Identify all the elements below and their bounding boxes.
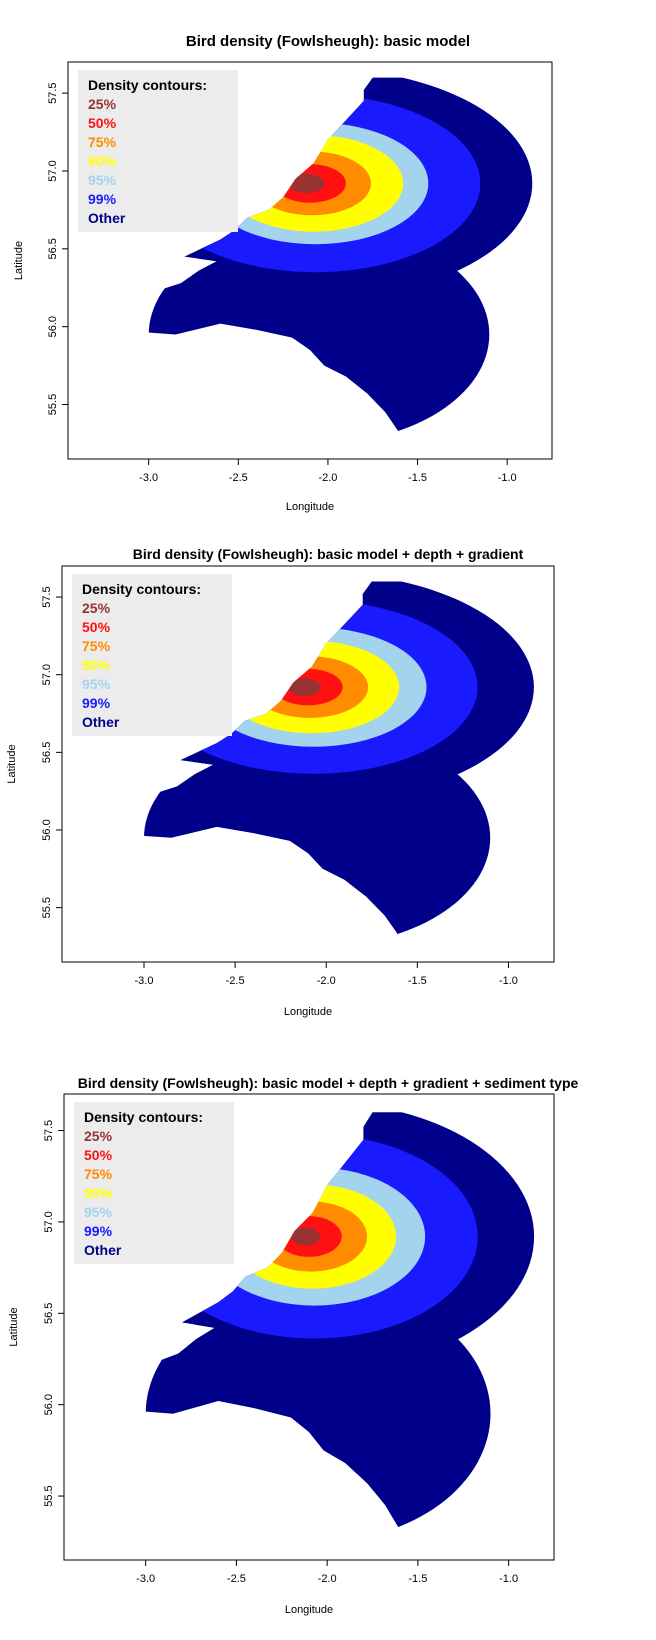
legend-entry: 75%: [82, 638, 111, 654]
legend-entry: 50%: [82, 619, 111, 635]
legend-entry: 95%: [88, 172, 117, 188]
x-axis: -3.0 -2.5 -2.0 -1.5 -1.0: [136, 1560, 518, 1585]
legend-entry: 50%: [84, 1147, 113, 1163]
y-axis: 55.5 56.0 56.5 57.0 57.5: [43, 1120, 64, 1507]
density-map-panel: Bird density (Fowlsheugh): basic model -…: [0, 0, 656, 520]
x-tick-label: -2.5: [229, 472, 248, 484]
y-tick-label: 55.5: [47, 394, 59, 415]
legend-entry: 90%: [84, 1185, 113, 1201]
chart-title: Bird density (Fowlsheugh): basic model +…: [78, 1075, 579, 1091]
chart-title: Bird density (Fowlsheugh): basic model +…: [133, 546, 524, 562]
x-tick-label: -1.5: [408, 1573, 427, 1585]
legend: Density contours: 25% 50% 75% 90% 95% 99% Other: [78, 70, 238, 232]
legend-title: Density contours:: [88, 77, 207, 93]
x-tick-label: -2.0: [318, 472, 337, 484]
contour-25: [288, 173, 325, 194]
x-tick-label: -3.0: [136, 1573, 155, 1585]
legend-background: [78, 70, 238, 232]
plot-frame: [61, 565, 555, 963]
y-tick-label: 57.5: [43, 1120, 55, 1141]
legend-entry: 90%: [88, 153, 117, 169]
y-tick-label: 56.5: [43, 1303, 55, 1324]
legend-entry: Other: [88, 210, 126, 226]
y-tick-label: 57.0: [47, 160, 59, 181]
legend-entry: 25%: [88, 96, 117, 112]
x-axis-label: Longitude: [286, 501, 334, 513]
legend: Density contours: 25% 50% 75% 90% 95% 99% Other: [74, 1102, 234, 1264]
legend-entry: 95%: [82, 676, 111, 692]
y-tick-label: 55.5: [43, 1485, 55, 1506]
x-tick-label: -3.0: [139, 472, 158, 484]
legend-entry: 75%: [84, 1166, 113, 1182]
y-axis: 55.5 56.0 56.5 57.0 57.5: [41, 586, 62, 918]
density-map-svg: Bird density (Fowlsheugh): basic model +…: [6, 546, 555, 1018]
legend-title: Density contours:: [82, 581, 201, 597]
legend-entry: 99%: [82, 695, 111, 711]
density-map-panel: Bird density (Fowlsheugh): basic model +…: [0, 530, 656, 1030]
y-tick-label: 56.5: [47, 238, 59, 259]
x-axis: -3.0 -2.5 -2.0 -1.5 -1.0: [139, 459, 517, 484]
y-axis: 55.5 56.0 56.5 57.0 57.5: [47, 82, 68, 415]
y-axis-label: Latitude: [6, 744, 18, 783]
density-map-svg: Bird density (Fowlsheugh): basic model -…: [13, 33, 553, 513]
x-tick-label: -1.0: [499, 975, 518, 987]
legend-entry: 25%: [82, 600, 111, 616]
x-tick-label: -2.0: [317, 975, 336, 987]
y-tick-label: 56.5: [41, 742, 53, 763]
x-tick-label: -3.0: [135, 975, 154, 987]
legend-entry: 50%: [88, 115, 117, 131]
x-tick-label: -1.0: [499, 1573, 518, 1585]
y-tick-label: 56.0: [47, 316, 59, 337]
y-tick-label: 56.0: [41, 819, 53, 840]
y-tick-label: 57.5: [47, 82, 59, 103]
legend-background: [72, 574, 232, 736]
x-tick-label: -2.5: [226, 975, 245, 987]
contour-25: [288, 678, 321, 696]
y-tick-label: 55.5: [41, 897, 53, 918]
y-axis-label: Latitude: [13, 241, 25, 280]
x-axis: -3.0 -2.5 -2.0 -1.5 -1.0: [135, 962, 518, 987]
legend-entry: 99%: [88, 191, 117, 207]
legend-entry: 25%: [84, 1128, 113, 1144]
x-tick-label: -1.5: [408, 975, 427, 987]
x-axis-label: Longitude: [285, 1604, 333, 1616]
legend-entry: Other: [82, 714, 120, 730]
y-tick-label: 57.5: [41, 586, 53, 607]
legend-entry: Other: [84, 1242, 122, 1258]
density-map-panel: Bird density (Fowlsheugh): basic model +…: [0, 1058, 656, 1640]
contour-25: [290, 1227, 320, 1246]
y-axis-label: Latitude: [8, 1307, 20, 1346]
legend-entry: 75%: [88, 134, 117, 150]
legend-background: [74, 1102, 234, 1264]
legend-title: Density contours:: [84, 1109, 203, 1125]
legend-entry: 99%: [84, 1223, 113, 1239]
plot-frame: [63, 1093, 555, 1561]
x-tick-label: -2.5: [227, 1573, 246, 1585]
density-map-svg: Bird density (Fowlsheugh): basic model +…: [8, 1075, 579, 1616]
y-tick-label: 57.0: [43, 1211, 55, 1232]
y-tick-label: 57.0: [41, 664, 53, 685]
legend: Density contours: 25% 50% 75% 90% 95% 99% Other: [72, 574, 232, 736]
legend-entry: 90%: [82, 657, 111, 673]
x-tick-label: -1.5: [408, 472, 427, 484]
chart-title: Bird density (Fowlsheugh): basic model: [186, 33, 470, 50]
x-tick-label: -2.0: [318, 1573, 337, 1585]
plot-frame: [67, 61, 553, 460]
y-tick-label: 56.0: [43, 1394, 55, 1415]
x-axis-label: Longitude: [284, 1006, 332, 1018]
x-tick-label: -1.0: [498, 472, 517, 484]
legend-entry: 95%: [84, 1204, 113, 1220]
